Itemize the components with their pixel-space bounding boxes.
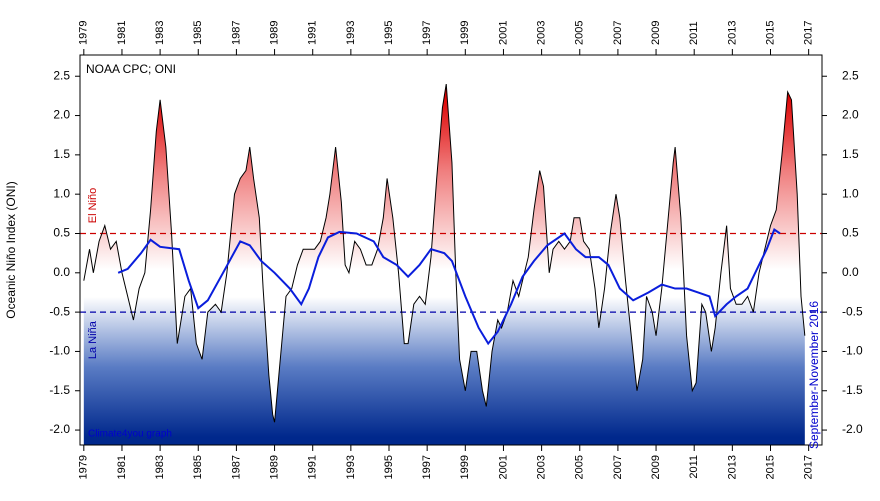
x-tick-label-top: 1999	[459, 21, 471, 45]
index-area	[83, 84, 805, 445]
reference-label: El Niño	[87, 188, 99, 223]
x-tick-label-top: 2003	[536, 21, 548, 45]
y-tick-label: 2.0	[53, 108, 70, 122]
x-tick-label: 1985	[192, 455, 204, 479]
x-tick-label-top: 1991	[307, 21, 319, 45]
x-tick-label-top: 2013	[726, 21, 738, 45]
y-tick-label-right: -1.5	[842, 383, 863, 397]
x-tick-label-top: 1997	[421, 21, 433, 45]
series-line	[83, 84, 806, 423]
x-tick-label: 1987	[230, 455, 242, 479]
y-tick-label-right: 2.0	[842, 108, 859, 122]
y-tick-label: -2.0	[49, 422, 70, 436]
x-tick-label-top: 2005	[574, 21, 586, 45]
y-axis-label: Oceanic Niño Index (ONI)	[4, 181, 18, 318]
x-tick-label-top: 2009	[650, 21, 662, 45]
chart-title: NOAA CPC; ONI	[86, 62, 176, 76]
x-tick-label: 2001	[497, 455, 509, 479]
y-tick-label-right: 2.5	[842, 68, 859, 82]
series-line	[117, 228, 781, 346]
x-tick-label: 2009	[650, 455, 662, 479]
x-tick-label: 2007	[612, 455, 624, 479]
x-tick-label: 2003	[536, 455, 548, 479]
reference-label: La Niña	[87, 320, 99, 359]
y-tick-label-right: 1.0	[842, 186, 859, 200]
x-tick-label-top: 1987	[230, 21, 242, 45]
x-tick-label-top: 2017	[803, 21, 815, 45]
x-tick-label: 1991	[307, 455, 319, 479]
y-tick-label-right: -0.5	[842, 304, 863, 318]
x-tick-label-top: 2001	[497, 21, 509, 45]
x-tick-label-top: 1995	[383, 21, 395, 45]
x-tick-label-top: 1983	[154, 21, 166, 45]
x-tick-label: 2017	[803, 455, 815, 479]
y-tick-label: 2.5	[53, 68, 70, 82]
plot-frame	[79, 54, 823, 446]
x-tick-label-top: 2007	[612, 21, 624, 45]
x-tick-label-top: 1981	[116, 21, 128, 45]
x-tick-label-top: 1985	[192, 21, 204, 45]
x-tick-label: 2011	[688, 455, 700, 479]
x-tick-label-top: 1993	[345, 21, 357, 45]
x-tick-label: 1995	[383, 455, 395, 479]
y-tick-label-right: 0.0	[842, 265, 859, 279]
credit: Climate4you graph	[88, 429, 172, 440]
y-tick-label-right: 1.5	[842, 147, 859, 161]
x-tick-label: 1989	[268, 455, 280, 479]
y-tick-label: 0.0	[53, 265, 70, 279]
x-tick-label: 1983	[154, 455, 166, 479]
x-tick-label: 1979	[78, 455, 90, 479]
x-tick-label-top: 1979	[78, 21, 90, 45]
x-tick-label: 1981	[116, 455, 128, 479]
x-tick-label: 1999	[459, 455, 471, 479]
x-tick-label: 2015	[764, 455, 776, 479]
y-tick-label-right: -2.0	[842, 422, 863, 436]
y-tick-label: -1.5	[49, 383, 70, 397]
x-tick-label-top: 1989	[268, 21, 280, 45]
period-note: September-November 2016	[807, 301, 821, 449]
x-tick-label: 1993	[345, 455, 357, 479]
y-tick-label: 1.5	[53, 147, 70, 161]
x-tick-label: 2005	[574, 455, 586, 479]
x-tick-label: 1997	[421, 455, 433, 479]
y-tick-label: 0.5	[53, 226, 70, 240]
y-tick-label-right: 0.5	[842, 226, 859, 240]
y-tick-label: -1.0	[49, 344, 70, 358]
x-tick-label-top: 2011	[688, 21, 700, 45]
y-tick-label-right: -1.0	[842, 344, 863, 358]
x-tick-label: 2013	[726, 455, 738, 479]
x-tick-label-top: 2015	[764, 21, 776, 45]
y-tick-label: 1.0	[53, 186, 70, 200]
y-tick-label: -0.5	[49, 304, 70, 318]
